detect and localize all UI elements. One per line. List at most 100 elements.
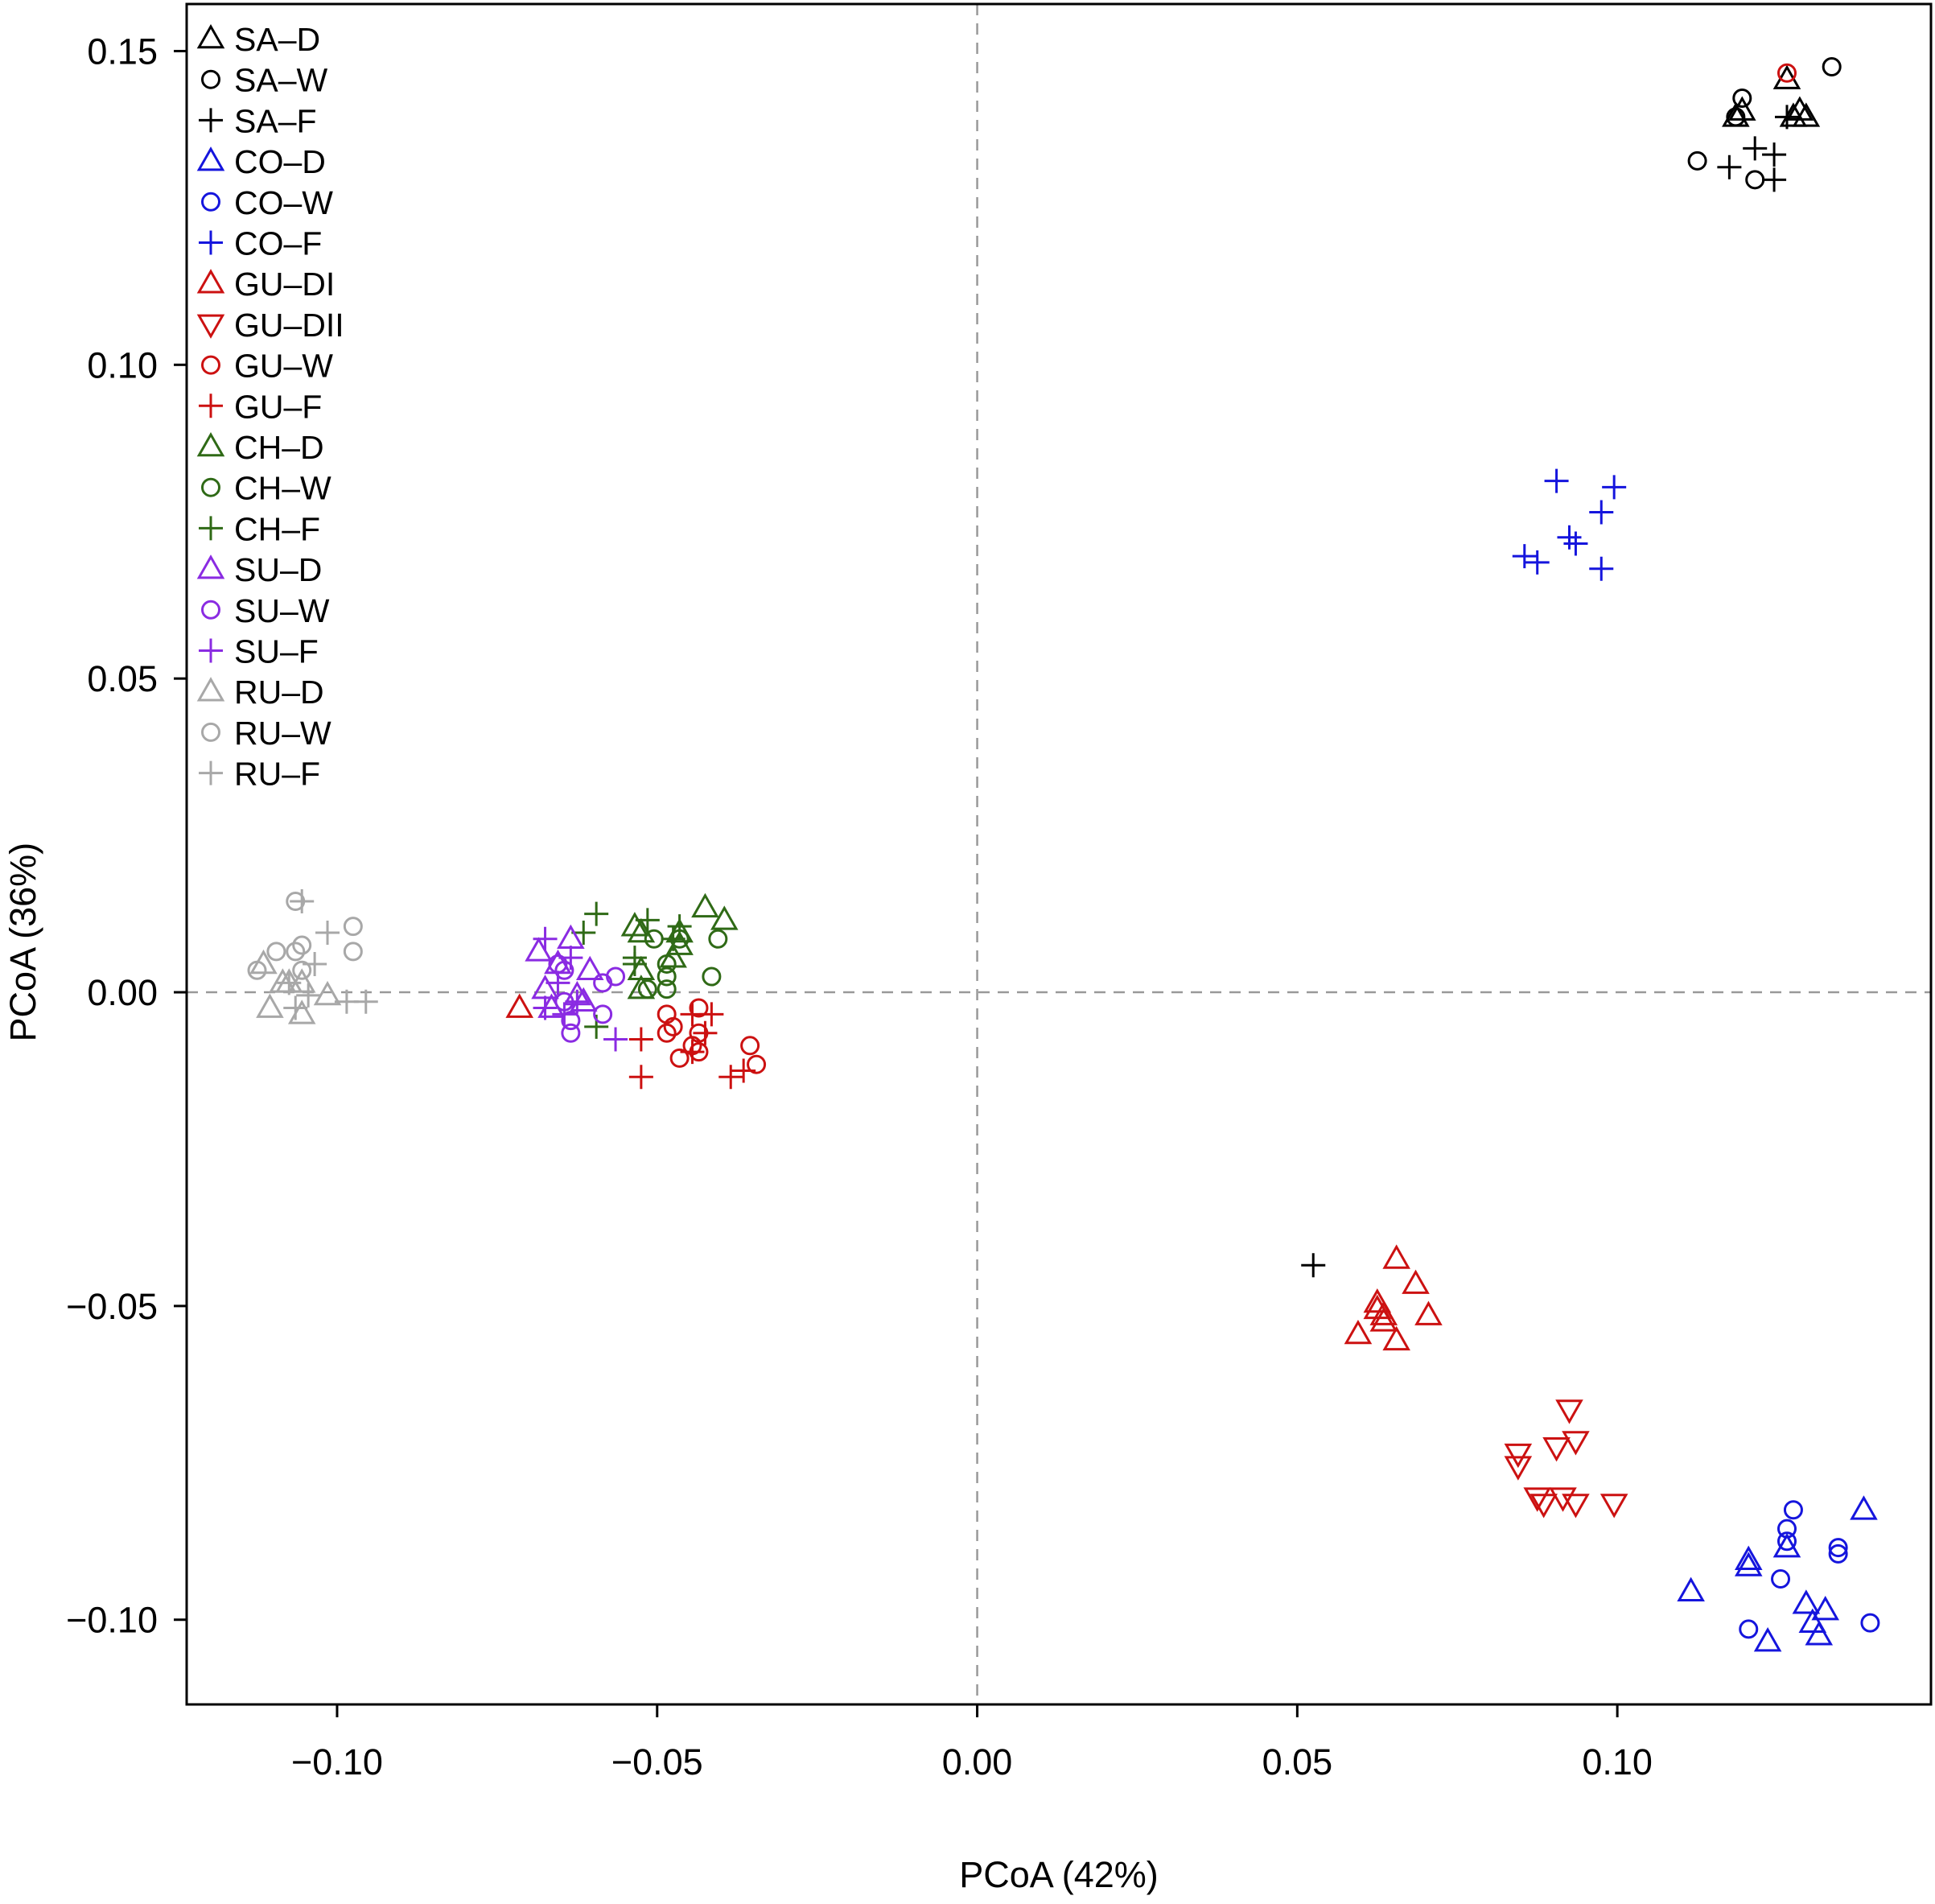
data-point: [1753, 1626, 1782, 1652]
legend-label: RU–W: [234, 715, 331, 752]
data-point: [1811, 1596, 1840, 1621]
data-point: [1523, 1487, 1551, 1512]
series-GU–F: [628, 1002, 756, 1090]
legend-item: GU–W: [201, 348, 333, 385]
data-point: [286, 942, 306, 962]
legend-label: CO–D: [234, 143, 326, 180]
data-point: [1544, 468, 1569, 493]
data-point: [1562, 1431, 1590, 1456]
data-point: [1363, 1288, 1392, 1313]
data-point: [628, 1065, 653, 1090]
data-point: [635, 908, 660, 933]
y-tick-label: 0.15: [87, 31, 158, 72]
legend-marker: [201, 355, 220, 375]
x-tick-label: −0.10: [291, 1741, 383, 1782]
data-point: [1363, 1294, 1392, 1320]
data-point: [296, 983, 321, 1008]
data-point: [628, 1027, 653, 1052]
legend-item: SA–W: [201, 62, 327, 99]
legend-marker: [196, 677, 225, 702]
data-point: [1860, 1613, 1880, 1633]
legend-item: CO–F: [199, 225, 322, 262]
legend-marker: [201, 477, 220, 497]
data-point: [1828, 1543, 1848, 1564]
data-point: [1414, 1300, 1443, 1325]
data-point: [663, 1016, 683, 1036]
series-GU–DI: [505, 993, 1443, 1351]
data-point: [283, 995, 308, 1020]
legend-marker: [201, 69, 220, 89]
legend-marker: [196, 554, 225, 579]
legend-marker: [196, 431, 225, 457]
data-point: [699, 1002, 724, 1027]
data-point: [561, 1023, 581, 1043]
legend-marker: [199, 760, 223, 785]
legend-label: SU–F: [234, 633, 319, 670]
data-point: [1382, 1325, 1410, 1351]
legend-marker: [201, 192, 220, 212]
data-point: [1382, 1244, 1410, 1269]
data-point: [343, 942, 363, 962]
data-point: [1734, 1552, 1763, 1576]
legend-marker: [201, 600, 220, 620]
data-point: [1529, 1494, 1558, 1519]
data-point: [1762, 167, 1787, 192]
series-GU–DII: [1504, 1399, 1628, 1519]
data-point: [689, 998, 709, 1018]
x-tick-label: 0.05: [1262, 1741, 1333, 1782]
data-point: [1563, 531, 1588, 556]
legend-item: GU–DI: [196, 266, 335, 303]
legend-item: CO–D: [196, 143, 326, 180]
legend-label: CH–W: [234, 470, 331, 507]
data-point: [1717, 155, 1742, 179]
legend-label: CO–F: [234, 225, 322, 262]
data-point: [1732, 88, 1752, 108]
data-point: [292, 935, 312, 955]
data-point: [1369, 1300, 1398, 1325]
legend-label: CH–D: [234, 429, 324, 466]
series-CO–F: [1512, 468, 1627, 581]
legend-item: CH–D: [196, 429, 324, 466]
legend-item: SU–W: [201, 592, 330, 629]
data-point: [718, 1065, 743, 1090]
data-point: [287, 968, 316, 993]
series-CO–W: [1739, 1500, 1880, 1639]
data-point: [1726, 107, 1746, 127]
legend-label: GU–F: [234, 388, 322, 425]
data-point: [533, 926, 558, 951]
data-point: [661, 926, 685, 951]
x-axis: −0.10 −0.05 0.00 0.05 0.10: [291, 1704, 1653, 1782]
series-RU–W: [247, 891, 363, 980]
legend-item: SA–D: [196, 21, 320, 58]
data-point: [637, 979, 657, 999]
data-point: [558, 946, 583, 971]
y-tick-label: 0.10: [87, 344, 158, 385]
data-point: [313, 980, 342, 1006]
legend-item: GU–F: [199, 388, 322, 425]
legend-marker: [199, 108, 223, 133]
data-point: [353, 989, 378, 1014]
data-point: [266, 942, 286, 962]
legend-item: RU–W: [201, 715, 331, 752]
y-tick-label: 0.00: [87, 972, 158, 1013]
data-point: [1677, 1576, 1705, 1601]
data-point: [657, 966, 677, 987]
data-point: [1504, 1456, 1533, 1481]
data-point: [1589, 556, 1614, 581]
data-point: [622, 951, 647, 976]
legend-marker: [196, 269, 225, 294]
x-tick-label: 0.10: [1582, 1741, 1653, 1782]
series-SA–F: [1301, 105, 1799, 1278]
points-layer: [247, 56, 1880, 1652]
data-point: [575, 955, 604, 981]
x-axis-title: PCoA (42%): [959, 1854, 1159, 1895]
legend-label: SU–W: [234, 592, 330, 629]
legend-marker: [196, 314, 225, 339]
data-point: [593, 1004, 613, 1024]
data-point: [1822, 56, 1842, 76]
data-point: [533, 995, 558, 1020]
data-point: [546, 971, 570, 995]
data-point: [1776, 1519, 1797, 1539]
legend-label: GU–W: [234, 348, 333, 385]
